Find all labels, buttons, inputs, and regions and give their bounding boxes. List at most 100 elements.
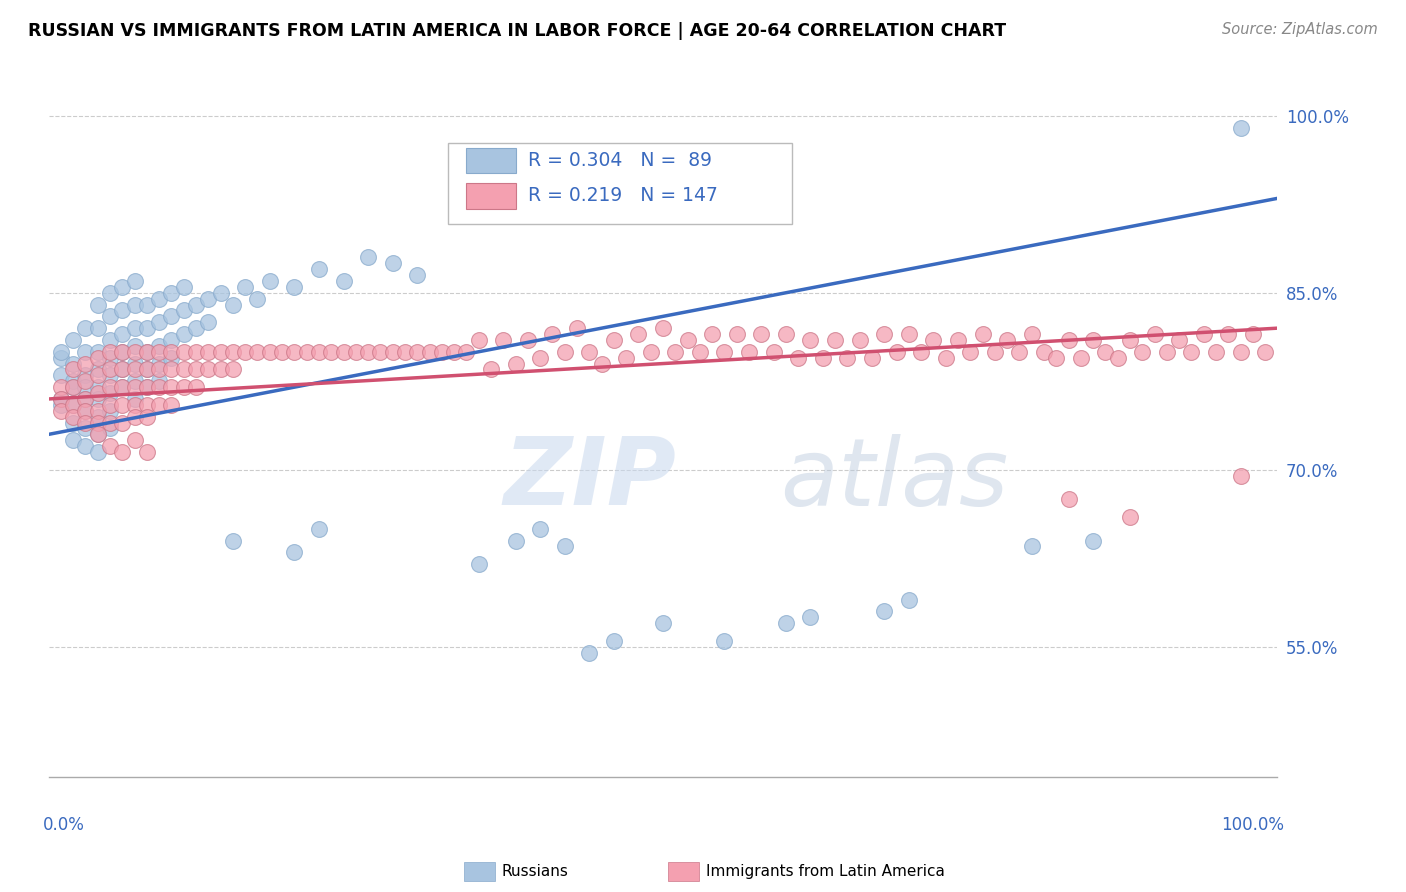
- Text: Source: ZipAtlas.com: Source: ZipAtlas.com: [1222, 22, 1378, 37]
- Point: [246, 344, 269, 359]
- Point: [1241, 327, 1264, 342]
- Point: [1081, 533, 1104, 548]
- Point: [529, 522, 551, 536]
- Point: [87, 386, 110, 401]
- Point: [184, 297, 207, 311]
- Point: [62, 357, 84, 371]
- Point: [87, 427, 110, 442]
- Point: [160, 310, 183, 324]
- Point: [124, 339, 146, 353]
- Point: [75, 404, 97, 418]
- Point: [233, 280, 256, 294]
- Point: [98, 344, 121, 359]
- Point: [492, 333, 515, 347]
- Text: RUSSIAN VS IMMIGRANTS FROM LATIN AMERICA IN LABOR FORCE | AGE 20-64 CORRELATION : RUSSIAN VS IMMIGRANTS FROM LATIN AMERICA…: [28, 22, 1007, 40]
- Point: [62, 409, 84, 424]
- FancyBboxPatch shape: [449, 143, 792, 224]
- Point: [75, 421, 97, 435]
- Point: [873, 327, 896, 342]
- Point: [75, 357, 97, 371]
- Point: [124, 274, 146, 288]
- Point: [1119, 510, 1142, 524]
- Point: [1057, 492, 1080, 507]
- Point: [1168, 333, 1191, 347]
- Point: [995, 333, 1018, 347]
- Point: [614, 351, 637, 365]
- Point: [148, 380, 170, 394]
- Point: [62, 333, 84, 347]
- Point: [135, 321, 157, 335]
- Point: [1205, 344, 1227, 359]
- Point: [1130, 344, 1153, 359]
- Text: ZIP: ZIP: [503, 434, 676, 525]
- Point: [49, 344, 72, 359]
- Point: [49, 392, 72, 406]
- Text: 0.0%: 0.0%: [42, 815, 84, 833]
- Point: [578, 344, 600, 359]
- Point: [75, 416, 97, 430]
- Point: [124, 374, 146, 388]
- Point: [209, 344, 232, 359]
- Point: [124, 321, 146, 335]
- Point: [935, 351, 957, 365]
- Point: [749, 327, 772, 342]
- Point: [357, 251, 380, 265]
- FancyBboxPatch shape: [467, 148, 516, 173]
- Point: [897, 327, 920, 342]
- Text: 100.0%: 100.0%: [1220, 815, 1284, 833]
- Point: [1180, 344, 1202, 359]
- Point: [98, 351, 121, 365]
- Point: [848, 333, 870, 347]
- Point: [467, 333, 489, 347]
- Point: [184, 380, 207, 394]
- Point: [233, 344, 256, 359]
- Point: [62, 380, 84, 394]
- Point: [209, 285, 232, 300]
- Point: [87, 344, 110, 359]
- Point: [910, 344, 932, 359]
- Point: [811, 351, 834, 365]
- Point: [98, 380, 121, 394]
- Point: [160, 344, 183, 359]
- Point: [308, 522, 330, 536]
- Point: [1107, 351, 1129, 365]
- Point: [173, 327, 195, 342]
- Point: [160, 351, 183, 365]
- Point: [62, 362, 84, 376]
- Point: [87, 297, 110, 311]
- Point: [62, 398, 84, 412]
- Point: [111, 362, 134, 376]
- Point: [173, 303, 195, 318]
- Point: [98, 439, 121, 453]
- Point: [1081, 333, 1104, 347]
- Point: [886, 344, 908, 359]
- Point: [62, 380, 84, 394]
- Point: [1021, 540, 1043, 554]
- Point: [75, 374, 97, 388]
- Point: [283, 344, 305, 359]
- Point: [295, 344, 318, 359]
- Text: atlas: atlas: [780, 434, 1008, 524]
- Point: [762, 344, 785, 359]
- Point: [443, 344, 465, 359]
- Point: [75, 404, 97, 418]
- Point: [75, 380, 97, 394]
- Point: [124, 409, 146, 424]
- Point: [98, 333, 121, 347]
- Point: [75, 392, 97, 406]
- Point: [467, 558, 489, 572]
- Point: [111, 362, 134, 376]
- Point: [75, 392, 97, 406]
- Point: [87, 416, 110, 430]
- Point: [591, 357, 613, 371]
- Point: [148, 315, 170, 329]
- Point: [135, 380, 157, 394]
- Point: [1008, 344, 1031, 359]
- Point: [775, 616, 797, 631]
- Point: [49, 398, 72, 412]
- Point: [98, 416, 121, 430]
- Point: [1218, 327, 1240, 342]
- Point: [283, 545, 305, 559]
- Point: [799, 610, 821, 624]
- Point: [135, 344, 157, 359]
